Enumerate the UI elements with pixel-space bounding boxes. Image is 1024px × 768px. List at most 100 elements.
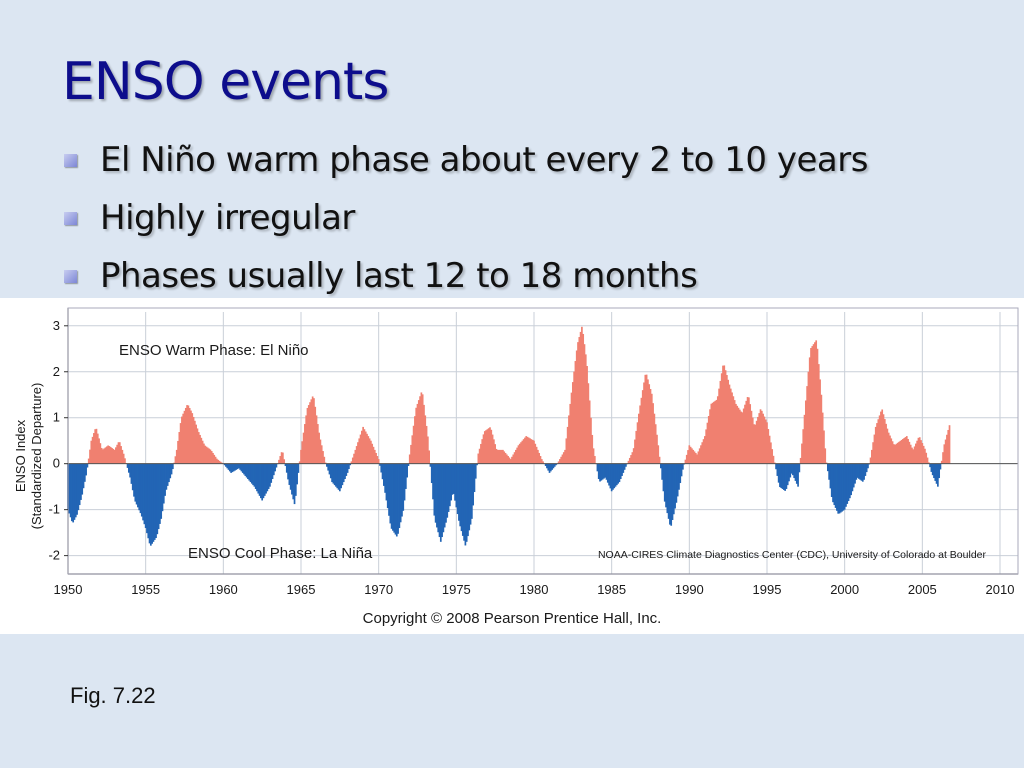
warm-bar [742, 408, 745, 464]
cool-bar [614, 463, 617, 487]
cool-bar [327, 463, 330, 471]
cool-bar [248, 463, 251, 481]
warm-bar [485, 430, 487, 464]
warm-bar [632, 448, 635, 464]
cool-bar [153, 463, 156, 540]
warm-bar [638, 413, 640, 464]
warm-bar [411, 435, 414, 464]
warm-bar [359, 434, 362, 464]
cool-bar [460, 463, 463, 532]
warm-bar [716, 396, 719, 464]
warm-bar [478, 448, 481, 464]
cool-bar [148, 463, 151, 544]
warm-bar [817, 364, 820, 464]
warm-bar [98, 438, 100, 464]
warm-bar [421, 394, 424, 464]
warm-bar [525, 436, 528, 464]
warm-bar [205, 446, 208, 464]
warm-bar [590, 417, 592, 464]
warm-bar [899, 440, 902, 464]
warm-bar [377, 459, 380, 464]
warm-bar [581, 326, 583, 464]
cool-bar [864, 463, 867, 476]
cool-bar [291, 463, 293, 495]
cool-bar [439, 463, 442, 542]
warm-bar [948, 425, 951, 464]
warm-bar [738, 409, 741, 464]
axis-layer: 1950 1955 1960 1965 1970 1975 1980 1985 1990 1995… [48, 307, 1019, 597]
warm-bar [517, 445, 520, 464]
cool-bar [667, 463, 670, 519]
cool-bar [682, 463, 684, 470]
cool-bar [670, 463, 673, 526]
warm-bar [117, 442, 120, 464]
warm-bar [909, 444, 912, 464]
warm-bar [759, 409, 762, 464]
warm-bar [87, 458, 90, 464]
warm-bar [890, 438, 893, 464]
warm-bar [498, 449, 500, 464]
cool-bar [142, 463, 144, 521]
cool-bar [243, 463, 245, 475]
warm-bar [568, 415, 570, 464]
cool-bar [552, 463, 555, 469]
cool-bar [551, 463, 553, 470]
warm-bar [315, 415, 318, 464]
cool-bar [455, 463, 458, 508]
warm-bar [419, 396, 421, 464]
warm-bar [115, 447, 117, 464]
warm-bar [746, 397, 749, 464]
warm-bar [702, 439, 705, 464]
warm-bar [417, 400, 420, 464]
warm-bar [206, 447, 209, 464]
x-tick-label: 1950 [54, 582, 83, 597]
cool-bar [394, 463, 397, 535]
warm-bar [577, 342, 579, 464]
warm-bar [656, 434, 658, 464]
warm-bar [726, 375, 728, 464]
warm-bar [520, 442, 522, 464]
cool-bar [254, 463, 257, 489]
cool-bar [155, 463, 157, 538]
cool-bar [441, 463, 443, 538]
cool-bar [386, 463, 389, 509]
warm-bar [307, 405, 310, 464]
cool-bar [392, 463, 394, 531]
warm-bar [351, 457, 354, 464]
warm-bar [495, 448, 498, 464]
warm-bar [324, 462, 327, 464]
warm-bar [107, 445, 109, 464]
warm-bar [916, 440, 919, 464]
warm-bar [102, 449, 104, 464]
warm-bar [350, 461, 353, 464]
bullet-square-icon [64, 212, 77, 225]
cool-bar [788, 463, 790, 482]
warm-bar [696, 454, 698, 464]
cool-bar [930, 463, 933, 472]
warm-bar [427, 436, 429, 464]
warm-bar [521, 440, 524, 464]
warm-bar [643, 382, 645, 464]
cool-bar [442, 463, 445, 533]
warm-bar [811, 346, 814, 464]
warm-bar [182, 413, 185, 464]
warm-bar [535, 446, 538, 464]
warm-bar [689, 446, 692, 464]
warm-bar [700, 445, 702, 464]
warm-bar [905, 436, 908, 464]
warm-bar [688, 445, 691, 464]
warm-bar [825, 462, 828, 464]
cool-bar [71, 463, 73, 522]
warm-bar [706, 422, 709, 464]
cool-bar [228, 463, 231, 472]
warm-bar [499, 449, 502, 464]
warm-bar [693, 451, 696, 464]
warm-bar [113, 449, 116, 464]
warm-bar [279, 456, 282, 464]
warm-bar [630, 455, 632, 464]
warm-bar [364, 431, 367, 464]
warm-bar [907, 438, 909, 464]
cool-bar [792, 463, 794, 476]
warm-bar [877, 419, 880, 464]
warm-bar [414, 416, 416, 464]
